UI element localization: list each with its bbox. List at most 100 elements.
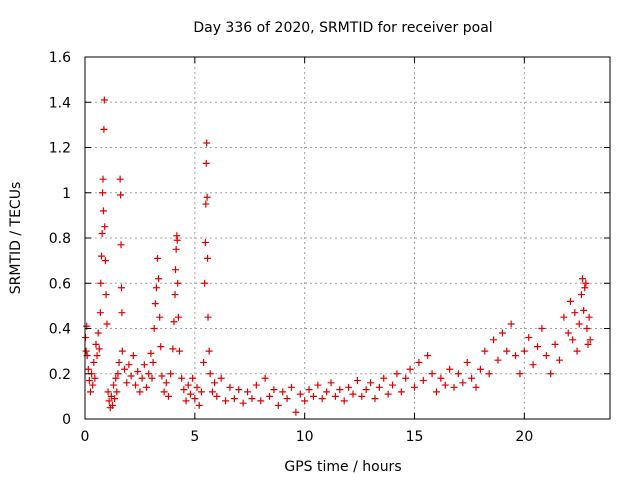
data-point-marker	[147, 349, 155, 357]
data-point-marker	[441, 381, 449, 389]
data-point-marker	[415, 358, 423, 366]
data-point-marker	[151, 300, 159, 308]
data-point-marker	[110, 381, 118, 389]
data-point-marker	[116, 175, 124, 183]
data-point-marker	[437, 374, 445, 382]
data-point-marker	[450, 383, 458, 391]
data-point-marker	[424, 352, 432, 360]
data-point-marker	[584, 340, 592, 348]
y-axis-label: SRMTID / TECUs	[8, 182, 24, 295]
data-point-marker	[95, 345, 103, 353]
data-point-marker	[186, 390, 194, 398]
data-point-marker	[89, 381, 97, 389]
data-point-marker	[117, 191, 125, 199]
data-point-marker	[201, 239, 209, 247]
data-point-marker	[150, 325, 158, 332]
data-point-marker	[575, 320, 583, 328]
data-point-marker	[118, 347, 126, 355]
data-point-marker	[153, 254, 161, 262]
y-tick-label: 1.6	[49, 50, 71, 66]
data-point-marker	[586, 336, 594, 344]
data-point-marker	[481, 347, 489, 355]
data-point-marker	[97, 279, 105, 287]
data-point-marker	[393, 370, 401, 378]
data-point-marker	[406, 365, 414, 373]
data-point-marker	[149, 358, 157, 366]
data-point-marker	[189, 374, 197, 382]
data-point-marker	[112, 374, 120, 382]
data-point-marker	[164, 392, 172, 400]
data-point-marker	[476, 365, 484, 373]
data-point-marker	[173, 236, 181, 244]
data-point-marker	[327, 379, 335, 387]
data-point-marker	[512, 352, 520, 360]
data-point-marker	[84, 365, 92, 373]
data-point-marker	[101, 257, 109, 265]
data-point-marker	[94, 329, 102, 337]
data-point-marker	[174, 279, 182, 287]
data-point-marker	[102, 291, 110, 299]
data-point-marker	[202, 200, 210, 208]
data-point-marker	[472, 383, 480, 391]
data-point-marker	[99, 189, 107, 197]
data-point-marker	[248, 395, 256, 403]
data-point-marker	[547, 370, 555, 378]
data-point-marker	[125, 361, 133, 369]
data-point-marker	[485, 370, 493, 378]
data-point-marker	[252, 381, 260, 389]
data-point-marker	[283, 395, 291, 403]
data-point-marker	[419, 377, 427, 385]
data-point-marker	[204, 254, 212, 262]
data-point-marker	[202, 159, 210, 167]
data-point-marker	[148, 374, 156, 382]
data-point-marker	[191, 395, 199, 403]
data-point-marker	[101, 223, 109, 231]
data-point-marker	[117, 284, 125, 292]
data-point-marker	[266, 392, 274, 400]
data-point-marker	[169, 345, 177, 353]
data-point-marker	[113, 388, 121, 396]
data-point-marker	[175, 347, 183, 355]
x-tick-label: 0	[81, 429, 90, 445]
data-point-marker	[389, 381, 397, 389]
data-point-marker	[314, 381, 322, 389]
data-point-marker	[534, 343, 542, 351]
data-point-marker	[145, 370, 153, 378]
data-point-marker	[309, 392, 317, 400]
data-point-marker	[217, 374, 225, 382]
data-point-marker	[432, 388, 440, 396]
data-point-marker	[100, 96, 108, 104]
data-point-marker	[205, 347, 213, 355]
data-point-marker	[111, 395, 119, 403]
data-point-marker	[301, 397, 309, 405]
y-tick-label: 1.4	[49, 95, 71, 111]
data-point-marker	[118, 309, 126, 317]
data-point-marker	[132, 381, 140, 389]
data-point-marker	[114, 370, 122, 378]
data-point-marker	[121, 365, 129, 373]
data-point-marker	[100, 125, 108, 133]
data-point-marker	[555, 356, 563, 364]
data-point-marker	[579, 275, 587, 283]
data-point-marker	[573, 347, 581, 355]
data-point-marker	[239, 399, 247, 407]
data-point-marker	[538, 325, 546, 332]
x-tick-label: 15	[406, 429, 424, 445]
data-point-marker	[397, 388, 405, 396]
data-point-marker	[201, 279, 209, 287]
data-point-marker	[362, 386, 370, 394]
data-point-marker	[261, 374, 269, 382]
y-tick-label: 0.8	[49, 231, 71, 247]
data-point-marker	[129, 352, 137, 360]
data-point-marker	[197, 388, 205, 396]
data-point-marker	[580, 306, 588, 314]
data-point-marker	[206, 370, 214, 378]
data-point-marker	[525, 334, 533, 342]
data-point-marker	[459, 379, 467, 387]
data-point-marker	[193, 383, 201, 391]
data-point-marker	[279, 388, 287, 396]
data-point-marker	[91, 374, 99, 382]
data-point-marker	[180, 386, 188, 394]
data-point-marker	[560, 313, 568, 321]
data-point-marker	[86, 388, 94, 396]
